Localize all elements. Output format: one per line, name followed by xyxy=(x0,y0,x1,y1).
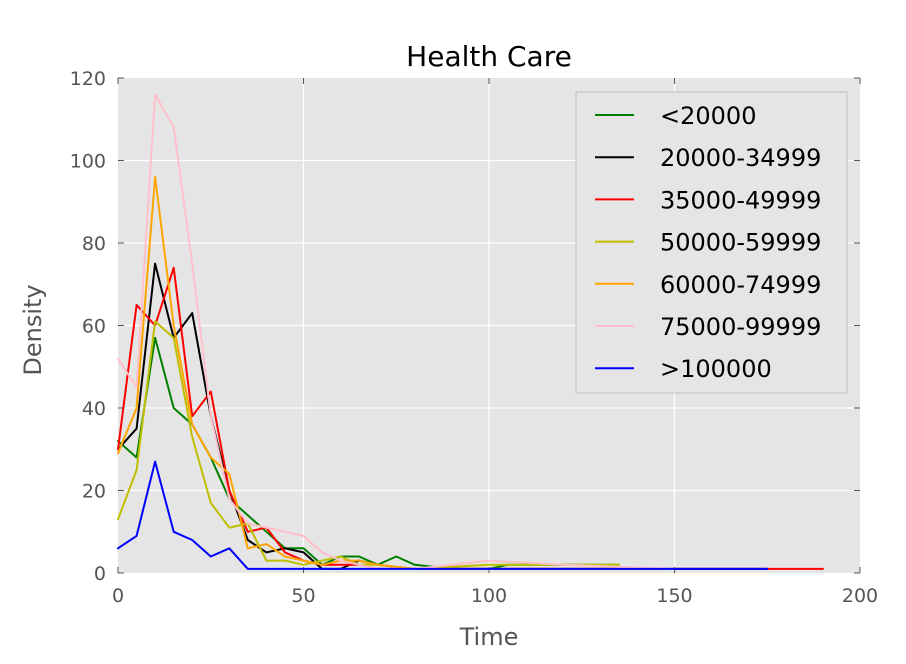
y-tick-label: 60 xyxy=(82,316,106,338)
y-tick-label: 120 xyxy=(70,68,106,90)
x-axis-label: Time xyxy=(459,623,519,651)
legend-label-4: 60000-74999 xyxy=(660,271,821,299)
legend-label-6: >100000 xyxy=(660,355,772,383)
legend-label-5: 75000-99999 xyxy=(660,313,821,341)
y-axis-label: Density xyxy=(19,284,47,375)
y-tick-label: 40 xyxy=(82,398,106,420)
legend-label-1: 20000-34999 xyxy=(660,144,821,172)
y-tick-label: 20 xyxy=(82,481,106,503)
legend: <20000 20000-34999 35000-49999 50000-59999 6… xyxy=(575,91,848,394)
x-tick-label: 100 xyxy=(471,585,507,607)
legend-label-3: 50000-59999 xyxy=(660,229,821,257)
chart-title: Health Care xyxy=(406,40,572,73)
legend-label-0: <20000 xyxy=(660,102,756,130)
x-tick-label: 200 xyxy=(842,585,878,607)
tick-labels: 0 50 100 150 200 0 20 40 60 80 100 120 xyxy=(70,68,878,607)
series-lines xyxy=(117,93,824,570)
series-line-4 xyxy=(117,176,676,570)
y-tick-label: 100 xyxy=(70,151,106,173)
y-tick-label: 80 xyxy=(82,233,106,255)
x-tick-label: 50 xyxy=(291,585,315,607)
x-tick-label: 150 xyxy=(656,585,692,607)
x-tick-label: 0 xyxy=(112,585,124,607)
series-line-6 xyxy=(117,460,769,570)
legend-label-2: 35000-49999 xyxy=(660,186,821,214)
y-tick-label: 0 xyxy=(94,563,106,585)
